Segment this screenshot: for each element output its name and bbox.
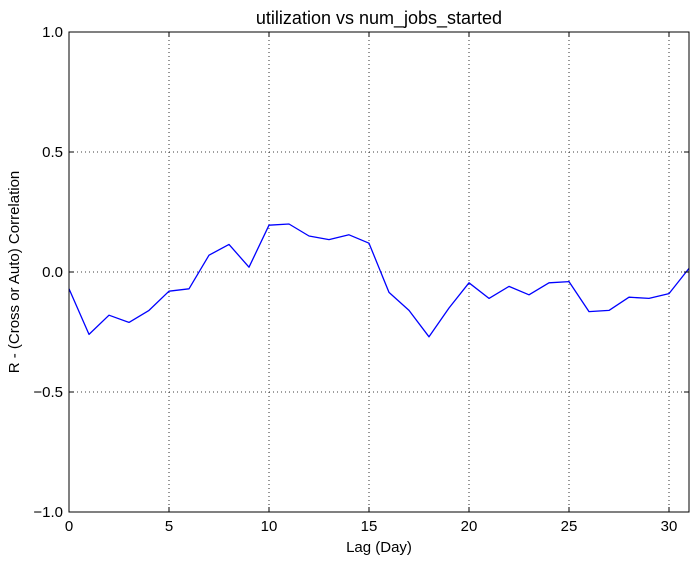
ticks: 0 5 10 15 20 25 30 −1.0 −0.5 0.0 0.5 1.0	[33, 24, 689, 535]
x-tick-label: 10	[261, 518, 278, 535]
y-tick-label: 0.0	[42, 264, 63, 281]
grid	[69, 32, 689, 512]
x-axis-title: Lag (Day)	[346, 539, 412, 556]
x-tick-label: 20	[461, 518, 478, 535]
y-tick-label: 0.5	[42, 144, 63, 161]
series-layer	[69, 224, 689, 337]
y-tick-label: 1.0	[42, 24, 63, 41]
chart-title: utilization vs num_jobs_started	[256, 8, 502, 29]
x-tick-label: 25	[561, 518, 578, 535]
x-tick-label: 5	[165, 518, 173, 535]
y-axis-title: R - (Cross or Auto) Correlation	[6, 171, 23, 374]
y-tick-label: −1.0	[33, 504, 63, 521]
x-tick-label: 0	[65, 518, 73, 535]
y-tick-label: −0.5	[33, 384, 63, 401]
x-tick-label: 15	[361, 518, 378, 535]
x-tick-label: 30	[661, 518, 678, 535]
series-line	[69, 224, 689, 337]
